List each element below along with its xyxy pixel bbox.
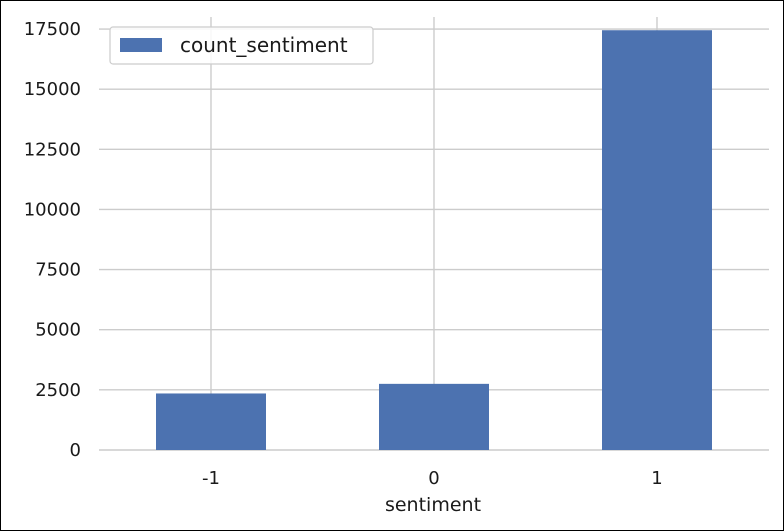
x-axis-ticks: -1 0 1 — [202, 468, 663, 489]
y-tick-label: 12500 — [24, 139, 81, 160]
legend: count_sentiment — [109, 26, 374, 65]
y-tick-label: 17500 — [24, 19, 81, 40]
legend-box — [109, 26, 374, 65]
legend-swatch — [120, 38, 162, 52]
y-tick-label: 5000 — [35, 320, 81, 341]
x-tick-label: -1 — [202, 468, 220, 489]
y-tick-label: 10000 — [24, 199, 81, 220]
y-tick-label: 7500 — [35, 260, 81, 281]
bars — [156, 30, 712, 450]
y-tick-label: 2500 — [35, 380, 81, 401]
bar-1 — [602, 30, 712, 450]
legend-label-count-sentiment: count_sentiment — [180, 33, 348, 57]
x-tick-label: 0 — [428, 468, 439, 489]
bar-neg1 — [156, 393, 266, 450]
y-tick-label: 15000 — [24, 79, 81, 100]
y-tick-label: 0 — [70, 440, 81, 461]
bar-0 — [379, 383, 489, 450]
x-tick-label: 1 — [651, 468, 662, 489]
x-axis-label: sentiment — [385, 494, 481, 516]
y-axis-ticks: 0 2500 5000 7500 10000 12500 15000 17500 — [24, 19, 81, 461]
